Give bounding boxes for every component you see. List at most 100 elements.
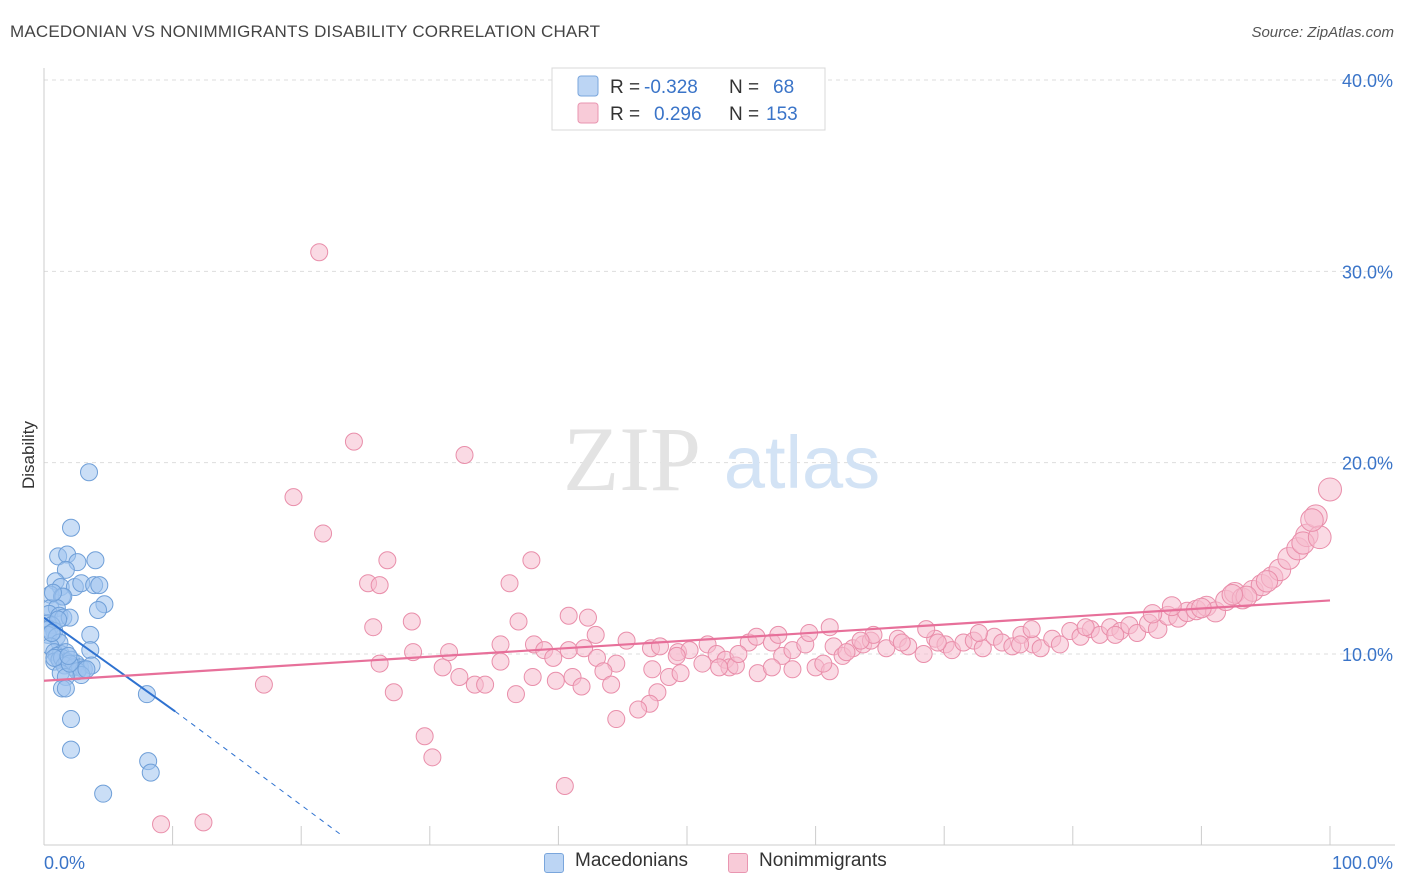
- nonimmigrants-point-11: [578, 608, 597, 627]
- macedonians-point-66: [59, 646, 78, 665]
- nonimmigrants-point-1: [344, 432, 363, 451]
- nonimmigrants-point-90: [617, 631, 636, 650]
- macedonians-point-19: [89, 600, 108, 619]
- nonimmigrants-point-56: [1050, 635, 1069, 654]
- macedonians-point-56: [62, 710, 81, 729]
- legend-label-nonimmigrants: Nonimmigrants: [759, 850, 887, 871]
- nonimmigrants-point-130: [194, 813, 213, 832]
- nonimmigrants-point-102: [559, 641, 578, 660]
- nonimmigrants-point-117: [572, 677, 591, 696]
- legend-n-value-2: 153: [766, 104, 798, 125]
- nonimmigrants-point-136: [892, 633, 911, 652]
- nonimmigrants-point-115: [546, 671, 565, 690]
- nonimmigrants-point-9: [500, 574, 519, 593]
- nonimmigrants-point-138: [1011, 635, 1030, 654]
- nonimmigrants-point-99: [384, 683, 403, 702]
- nonimmigrants-point-139: [1076, 618, 1095, 637]
- macedonians-point-4: [86, 551, 105, 570]
- nonimmigrants-point-98: [370, 654, 389, 673]
- legend-swatch-macedonians: [544, 853, 564, 873]
- nonimmigrants-point-39: [877, 639, 896, 658]
- nonimmigrants-point-122: [629, 700, 648, 719]
- nonimmigrants-point-140: [1142, 604, 1163, 624]
- nonimmigrants-point-149: [729, 645, 748, 663]
- nonimmigrants-point-128: [555, 777, 574, 796]
- nonimmigrants-point-10: [559, 606, 578, 625]
- nonimmigrants-point-101: [544, 648, 563, 667]
- macedonians-point-12: [90, 576, 109, 595]
- nonimmigrants-point-95: [476, 675, 495, 694]
- legend-n-label-1: N =: [729, 77, 759, 98]
- nonimmigrants-point-137: [928, 633, 947, 652]
- nonimmigrants-point-3: [284, 488, 303, 507]
- macedonians-point-0: [80, 463, 99, 482]
- legend-n-label-2: N =: [729, 104, 759, 125]
- legend-n-value-1: 68: [773, 77, 794, 98]
- nonimmigrants-point-114: [523, 667, 542, 686]
- y-tick-label-20: 20.0%: [1342, 454, 1393, 474]
- nonimmigrants-point-100: [491, 635, 510, 654]
- legend-r-label-1: R =: [610, 77, 640, 98]
- watermark-atlas: atlas: [724, 421, 880, 504]
- macedonians-point-57: [62, 740, 81, 759]
- macedonians-point-65: [44, 623, 61, 642]
- macedonians-point-6: [56, 560, 75, 579]
- nonimmigrants-point-19: [650, 637, 669, 656]
- nonimmigrants-point-124: [415, 727, 434, 746]
- nonimmigrants-trend-line: [44, 599, 1331, 682]
- nonimmigrants-point-8: [370, 576, 389, 595]
- nonimmigrants-point-2: [455, 446, 474, 465]
- nonimmigrants-point-42: [914, 645, 933, 663]
- nonimmigrants-point-151: [1221, 583, 1243, 606]
- nonimmigrants-point-118: [594, 662, 613, 681]
- nonimmigrants-point-0: [310, 243, 329, 262]
- nonimmigrants-point-125: [423, 748, 442, 767]
- nonimmigrants-point-129: [152, 815, 171, 834]
- nonimmigrants-point-143: [1255, 570, 1279, 593]
- macedonians-point-1: [62, 518, 81, 537]
- nonimmigrants-point-91: [586, 625, 605, 644]
- nonimmigrants-point-135: [851, 631, 870, 650]
- legend-r-value-2: 0.296: [654, 104, 702, 125]
- nonimmigrants-point-127: [254, 675, 273, 694]
- source-label: Source: ZipAtlas.com: [1251, 24, 1394, 41]
- watermark-zip: ZIP: [563, 408, 701, 510]
- macedonians-point-31: [81, 625, 100, 644]
- x-tick-label-0: 0.0%: [44, 853, 85, 873]
- macedonians-point-55: [137, 685, 156, 704]
- y-tick-labels: 10.0% 20.0% 30.0% 40.0%: [1342, 71, 1393, 665]
- legend-swatch-blue: [577, 75, 599, 97]
- macedonians-point-63: [77, 660, 96, 679]
- macedonians-points: [44, 463, 160, 803]
- y-tick-label-30: 30.0%: [1342, 262, 1393, 282]
- legend-swatch-nonimmigrants: [728, 853, 748, 873]
- y-tick-label-40: 40.0%: [1342, 71, 1393, 91]
- nonimmigrants-point-107: [693, 654, 712, 673]
- macedonians-point-59: [141, 763, 160, 782]
- nonimmigrants-point-113: [506, 685, 525, 704]
- nonimmigrants-point-12: [402, 612, 421, 631]
- legend-r-label-2: R =: [610, 104, 640, 125]
- nonimmigrants-point-132: [710, 658, 729, 677]
- legend-label-macedonians: Macedonians: [575, 850, 689, 871]
- nonimmigrants-point-87: [969, 623, 988, 642]
- nonimmigrants-point-131: [667, 646, 686, 665]
- nonimmigrants-point-54: [1031, 639, 1050, 658]
- nonimmigrants-point-126: [450, 667, 469, 686]
- nonimmigrants-point-110: [814, 654, 833, 673]
- legend-r-value-1: -0.328: [644, 77, 698, 98]
- nonimmigrants-point-94: [433, 658, 452, 677]
- nonimmigrants-point-13: [364, 618, 383, 637]
- macedonians-trend-line: [44, 616, 176, 713]
- trend-lines: [44, 599, 1331, 835]
- nonimmigrants-point-109: [783, 660, 802, 679]
- nonimmigrants-point-104: [643, 660, 662, 679]
- series-legend: Macedonians Nonimmigrants: [0, 850, 1406, 880]
- nonimmigrants-point-123: [607, 710, 626, 729]
- macedonians-point-67: [44, 583, 63, 602]
- nonimmigrants-point-150: [1161, 596, 1182, 617]
- nonimmigrants-point-97: [404, 643, 423, 662]
- nonimmigrants-point-112: [491, 652, 510, 671]
- stats-legend: R = -0.328 N = 68 R = 0.296 N = 153: [551, 67, 826, 131]
